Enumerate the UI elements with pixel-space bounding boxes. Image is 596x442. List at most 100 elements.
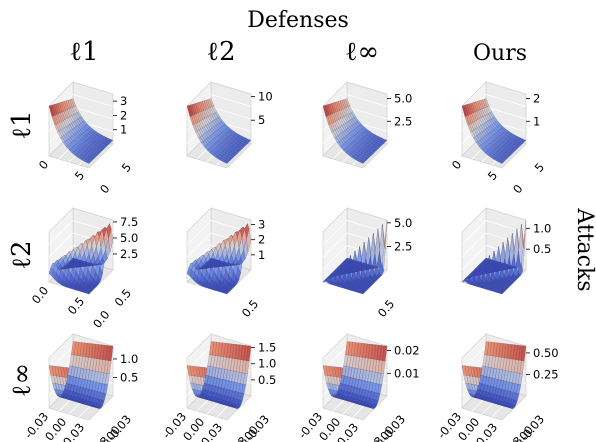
y-tick-label: 0 — [510, 182, 525, 197]
x-tick-label: 0.5 — [65, 294, 87, 317]
row-headers: ℓ1 ℓ2 ℓ∞ — [7, 111, 37, 398]
surface-facet — [105, 345, 111, 361]
surface-panel: 0.5 1.0 — [461, 207, 551, 295]
surface-panel: 0.51.0-0.030.000.030.030.00-0.03 — [21, 333, 138, 442]
surface-facet — [102, 248, 108, 264]
surface-facet — [484, 98, 490, 107]
z-tick-label: 2 — [258, 233, 265, 247]
surface-facet — [347, 258, 354, 262]
surface-facet — [379, 224, 385, 267]
z-tick-label: 1 — [258, 248, 265, 262]
grid-line — [72, 106, 114, 120]
grid-line — [346, 220, 388, 233]
surface-facet — [518, 137, 524, 141]
surface-facet — [93, 343, 99, 359]
surface-facet — [518, 224, 524, 267]
surface-facet — [105, 239, 111, 260]
surface-facet — [237, 257, 243, 265]
row-header-l1: ℓ1 — [7, 111, 37, 140]
z-tick-label: 7.5 — [120, 215, 138, 229]
grid-line — [346, 232, 388, 246]
surface-facet — [484, 341, 490, 356]
surface-facet — [359, 342, 365, 358]
grid-line — [485, 94, 527, 107]
surface-facet — [73, 341, 79, 356]
z-tick-label: 2 — [120, 108, 127, 122]
surface-panel: 0.250.50-0.030.000.030.030.00-0.03 — [434, 333, 559, 442]
surface-facet — [356, 120, 362, 126]
z-tick-label: 1.5 — [258, 341, 276, 355]
z-tick-label: 1.0 — [533, 221, 551, 235]
surface-facet — [70, 257, 77, 261]
surface-panel: 2.55.07.50.0 0.50.00.5 — [29, 207, 138, 331]
surface-facet — [237, 344, 243, 360]
surface-facet — [344, 257, 351, 261]
surface-facet — [359, 262, 365, 266]
column-header-linf: ℓ∞ — [345, 37, 379, 67]
x-tick-label: 5 — [485, 168, 500, 183]
grid-line — [461, 232, 487, 258]
surface-facet — [85, 262, 91, 266]
surface-facet — [217, 342, 223, 357]
surface-facet — [356, 342, 362, 358]
z-tick-label: 2.5 — [394, 114, 412, 128]
surface-facet — [209, 341, 215, 356]
y-tick-label: 5 — [119, 160, 134, 175]
column-header-l1: ℓ1 — [70, 37, 99, 67]
surface-facet — [73, 258, 80, 262]
row-header-l2: ℓ2 — [7, 241, 37, 270]
z-tick-label: 2.5 — [120, 247, 138, 261]
y-tick-label: 0.5 — [239, 297, 261, 320]
surface-facet — [376, 136, 382, 140]
z-tick-label: 0.5 — [120, 370, 138, 384]
surface-facet — [345, 341, 351, 356]
surface-facet — [495, 120, 501, 126]
grid-line — [485, 106, 527, 120]
grid-line — [485, 232, 527, 246]
surface-facet — [82, 120, 88, 126]
surface-facet — [486, 258, 493, 262]
x-tick-label: 0.0 — [29, 284, 51, 307]
surface-facet — [359, 123, 365, 129]
grid-line — [210, 106, 252, 120]
z-tick-label: 0.50 — [533, 346, 559, 360]
grid-line — [186, 232, 212, 258]
surface-facet — [506, 264, 513, 268]
z-tick-label: 0.5 — [258, 373, 276, 387]
surface-facet — [94, 264, 99, 266]
grid-line — [346, 94, 388, 107]
surface-facet — [71, 341, 77, 356]
surface-facet — [237, 134, 243, 139]
grid-line — [210, 94, 252, 107]
z-tick-label: 3 — [258, 218, 265, 232]
surface-facet — [217, 116, 223, 123]
surface-facet — [85, 342, 91, 358]
surface-facet — [93, 131, 100, 136]
surface-facet — [345, 98, 351, 107]
y-tick-label: 0.5 — [112, 286, 134, 309]
surface-facet — [512, 134, 518, 139]
z-tick-label: 0.5 — [533, 242, 551, 256]
surface-facet — [85, 123, 91, 129]
grid-line — [48, 232, 74, 258]
surface-facet — [220, 261, 226, 265]
surface-facet — [79, 342, 85, 357]
surface-facet — [234, 262, 240, 266]
surface-panel: 2.5 5.0 0.5 — [322, 207, 412, 320]
surface-facet — [495, 261, 501, 265]
y-tick-label: 5 — [532, 160, 547, 175]
y-tick-label: 0.03 — [359, 434, 386, 442]
grid-line — [186, 220, 212, 245]
grid-line — [48, 220, 74, 245]
surface-facet — [495, 342, 501, 358]
surface-panel: 123 0.5 — [186, 207, 265, 320]
surface-facet — [515, 136, 521, 140]
surface-facet — [99, 134, 105, 139]
surface-panel: 2.5 5.0 — [322, 81, 412, 169]
surface-facet — [211, 258, 218, 262]
surface-facet — [79, 116, 85, 123]
column-header-l2: ℓ2 — [207, 37, 236, 67]
